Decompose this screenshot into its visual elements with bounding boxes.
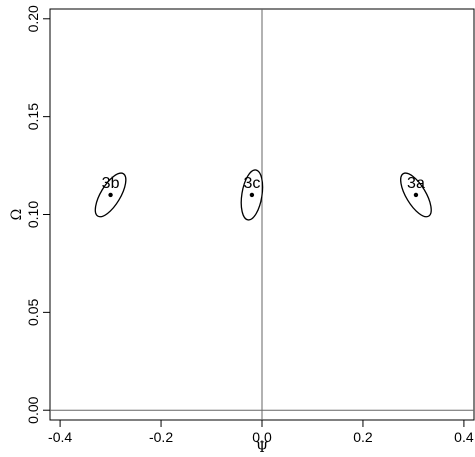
point-3c [249,192,255,198]
x-tick-label: 0.4 [454,429,474,445]
ellipse-3c [240,169,264,221]
x-tick-label: 0.2 [353,429,373,445]
ellipse-3b [94,172,127,218]
point-label-3a: 3a [407,175,425,192]
y-tick-label: 0.05 [25,299,41,326]
y-tick-label: 0.20 [25,5,41,32]
x-tick-label: -0.4 [48,429,72,445]
point-3a [413,192,419,198]
x-tick-label: 0.0 [252,429,272,445]
point-label-3c: 3c [243,175,260,192]
y-tick-label: 0.15 [25,103,41,130]
ellipse-3a [400,172,432,218]
x-axis-title: Ψ [256,440,268,456]
y-tick-label: 0.00 [25,396,41,423]
point-label-3b: 3b [102,175,120,192]
y-tick-label: 0.10 [25,201,41,228]
x-tick-label: -0.2 [149,429,173,445]
point-3b [108,192,113,198]
y-axis-title: Ω [9,209,25,221]
